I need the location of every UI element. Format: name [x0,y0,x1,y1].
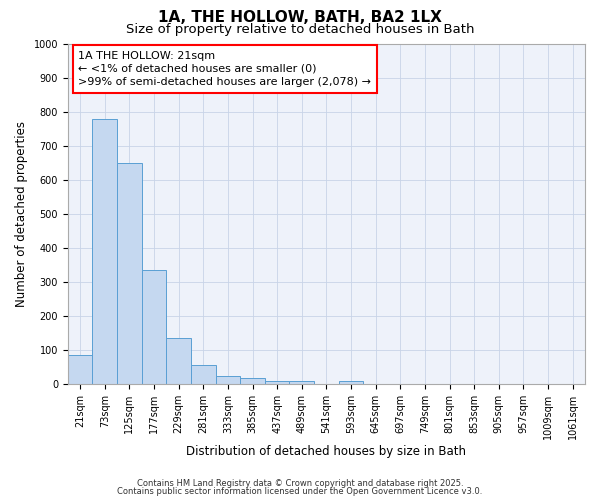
Text: Contains public sector information licensed under the Open Government Licence v3: Contains public sector information licen… [118,487,482,496]
Bar [191,364,215,384]
Bar [117,163,142,384]
Bar [215,376,240,384]
Bar [142,270,166,384]
Bar [166,338,191,384]
Bar [265,380,289,384]
Text: 1A THE HOLLOW: 21sqm
← <1% of detached houses are smaller (0)
>99% of semi-detac: 1A THE HOLLOW: 21sqm ← <1% of detached h… [78,51,371,87]
Text: 1A, THE HOLLOW, BATH, BA2 1LX: 1A, THE HOLLOW, BATH, BA2 1LX [158,10,442,25]
Text: Size of property relative to detached houses in Bath: Size of property relative to detached ho… [126,22,474,36]
Text: Contains HM Land Registry data © Crown copyright and database right 2025.: Contains HM Land Registry data © Crown c… [137,478,463,488]
Y-axis label: Number of detached properties: Number of detached properties [15,121,28,307]
Bar [92,119,117,384]
Bar [339,380,364,384]
Bar [240,378,265,384]
X-axis label: Distribution of detached houses by size in Bath: Distribution of detached houses by size … [187,444,466,458]
Bar [68,355,92,384]
Bar [289,380,314,384]
